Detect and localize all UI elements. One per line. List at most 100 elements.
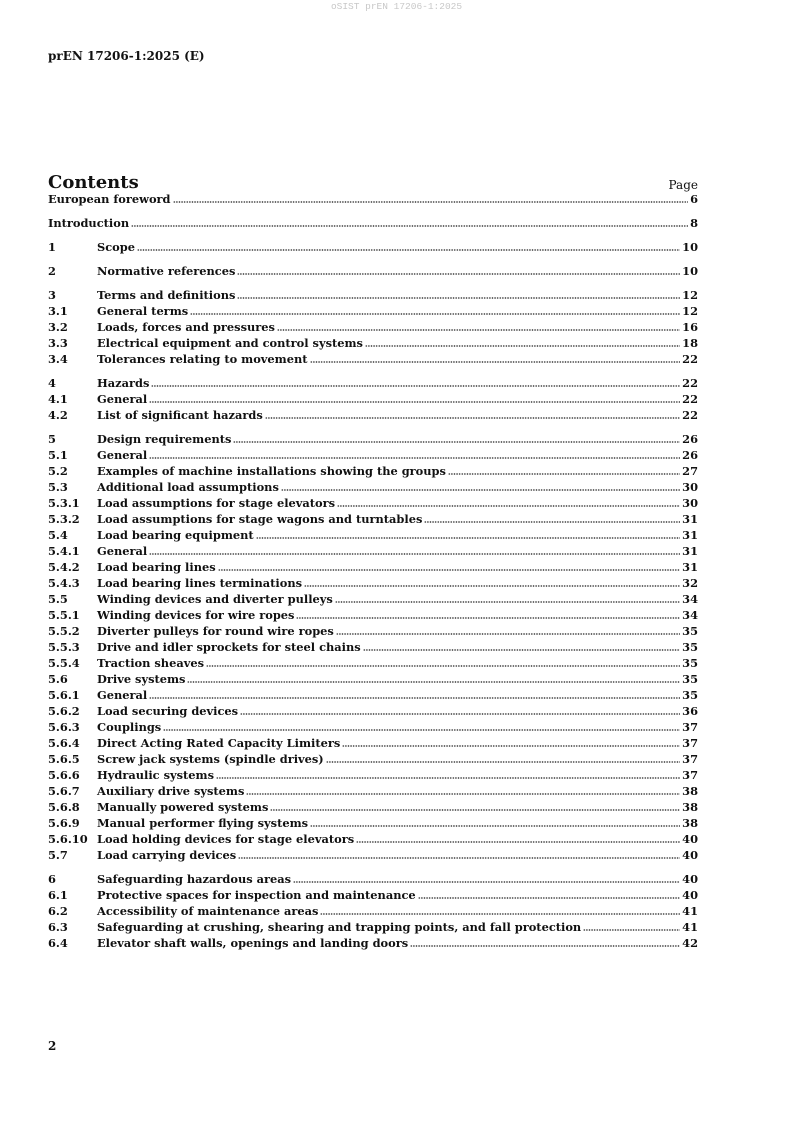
toc-entry-title: Elevator shaft walls, openings and landi… xyxy=(97,936,409,950)
toc-entry-number: 5.2 xyxy=(48,464,68,478)
toc-entry[interactable]: 4.2 List of significant hazards 22 xyxy=(48,407,698,423)
toc-entry-title: Winding devices for wire ropes xyxy=(97,608,295,622)
toc-entry[interactable]: 4.1 General 22 xyxy=(48,391,698,407)
toc-entry[interactable]: 5.6.8 Manually powered systems 38 xyxy=(48,799,698,815)
toc-entry-page: 37 xyxy=(682,768,698,782)
toc-entry[interactable]: 5.4.1 General 31 xyxy=(48,543,698,559)
toc-entry[interactable]: 1 Scope 10 xyxy=(48,239,698,255)
toc-entry-page: 32 xyxy=(682,576,698,590)
toc-entry-page: 6 xyxy=(690,192,698,206)
toc-entry-page: 34 xyxy=(682,608,698,622)
toc-entry[interactable]: 5.5.2 Diverter pulleys for round wire rop… xyxy=(48,623,698,639)
toc-entry[interactable]: 5.3.2 Load assumptions for stage wagons a… xyxy=(48,511,698,527)
toc-entry[interactable]: 5.5 Winding devices and diverter pulleys 3… xyxy=(48,591,698,607)
toc-entry-title: Electrical equipment and control systems xyxy=(97,336,363,350)
toc-entry[interactable]: 5.6.1 General 35 xyxy=(48,687,698,703)
toc-entry[interactable]: 6.2 Accessibility of maintenance areas 41 xyxy=(48,903,698,919)
toc-entry[interactable]: 6 Safeguarding hazardous areas 40 xyxy=(48,871,698,887)
toc-entry-page: 37 xyxy=(682,752,698,766)
toc-entry-title: Load bearing equipment xyxy=(97,528,254,542)
dot-leader xyxy=(217,569,681,571)
toc-entry[interactable]: 5.4.3 Load bearing lines terminations 32 xyxy=(48,575,698,591)
page-column-label: Page xyxy=(668,178,698,192)
dot-leader xyxy=(237,273,681,275)
toc-entry[interactable]: 5.1 General 26 xyxy=(48,447,698,463)
dot-leader xyxy=(149,457,681,459)
toc-entry[interactable]: 5 Design requirements 26 xyxy=(48,431,698,447)
toc-entry-title: General xyxy=(97,544,148,558)
toc-entry[interactable]: Introduction 8 xyxy=(48,215,698,231)
toc-entry[interactable]: 5.6.10 Load holding devices for stage ele… xyxy=(48,831,698,847)
toc-entry-title: Hazards xyxy=(97,376,150,390)
toc-entry-page: 35 xyxy=(682,640,698,654)
toc-entry[interactable]: 3.3 Electrical equipment and control syst… xyxy=(48,335,698,351)
dot-leader xyxy=(309,361,681,363)
toc-entry[interactable]: 5.2 Examples of machine installations sho… xyxy=(48,463,698,479)
toc-entry-title: Design requirements xyxy=(97,432,232,446)
dot-leader xyxy=(335,633,681,635)
toc-entry[interactable]: 5.6.9 Manual performer flying systems 38 xyxy=(48,815,698,831)
toc-entry[interactable]: 3.4 Tolerances relating to movement 22 xyxy=(48,351,698,367)
dot-leader xyxy=(190,313,681,315)
toc-entry[interactable]: 5.3.1 Load assumptions for stage elevator… xyxy=(48,495,698,511)
toc-entry[interactable]: 4 Hazards 22 xyxy=(48,375,698,391)
toc-entry-number: 5.5.4 xyxy=(48,656,80,670)
toc-entry-title: Loads, forces and pressures xyxy=(97,320,275,334)
dot-leader xyxy=(356,841,681,843)
toc-entry-number: 6 xyxy=(48,872,56,886)
toc-entry[interactable]: 6.1 Protective spaces for inspection and … xyxy=(48,887,698,903)
toc-entry-number: 5.6.2 xyxy=(48,704,80,718)
dot-leader xyxy=(149,401,681,403)
toc-entry-number: 2 xyxy=(48,264,56,278)
dot-leader xyxy=(334,601,681,603)
toc-entry-number: 3.2 xyxy=(48,320,68,334)
toc-entry[interactable]: 5.4.2 Load bearing lines 31 xyxy=(48,559,698,575)
dot-leader xyxy=(362,649,681,651)
toc-entry-title: Drive systems xyxy=(97,672,186,686)
toc-entry-page: 37 xyxy=(682,720,698,734)
toc-entry-page: 18 xyxy=(682,336,698,350)
toc-entry[interactable]: 6.3 Safeguarding at crushing, shearing an… xyxy=(48,919,698,935)
table-of-contents: European foreword 6 Introduction 8 1 Scope 10 2… xyxy=(48,191,698,951)
dot-leader xyxy=(296,617,681,619)
dot-leader xyxy=(136,249,681,251)
toc-entry-title: Scope xyxy=(97,240,135,254)
toc-entry-number: 5.6.10 xyxy=(48,832,88,846)
toc-entry-page: 40 xyxy=(682,872,698,886)
toc-entry[interactable]: 5.4 Load bearing equipment 31 xyxy=(48,527,698,543)
dot-leader xyxy=(206,665,681,667)
toc-entry-page: 40 xyxy=(682,832,698,846)
toc-entry[interactable]: 5.7 Load carrying devices 40 xyxy=(48,847,698,863)
toc-entry[interactable]: 3.1 General terms 12 xyxy=(48,303,698,319)
toc-entry[interactable]: 5.6.6 Hydraulic systems 37 xyxy=(48,767,698,783)
toc-entry[interactable]: European foreword 6 xyxy=(48,191,698,207)
toc-entry[interactable]: 3 Terms and definitions 12 xyxy=(48,287,698,303)
toc-entry[interactable]: 5.6.5 Screw jack systems (spindle drives)… xyxy=(48,751,698,767)
dot-leader xyxy=(447,473,681,475)
toc-entry[interactable]: 5.6.2 Load securing devices 36 xyxy=(48,703,698,719)
toc-entry[interactable]: 5.5.3 Drive and idler sprockets for steel… xyxy=(48,639,698,655)
toc-entry[interactable]: 5.5.1 Winding devices for wire ropes 34 xyxy=(48,607,698,623)
toc-entry[interactable]: 5.6.3 Couplings 37 xyxy=(48,719,698,735)
toc-entry-page: 22 xyxy=(682,408,698,422)
toc-entry-page: 30 xyxy=(682,480,698,494)
dot-leader xyxy=(149,697,681,699)
toc-entry[interactable]: 5.6.4 Direct Acting Rated Capacity Limite… xyxy=(48,735,698,751)
toc-entry-number: 5.5.2 xyxy=(48,624,80,638)
dot-leader xyxy=(264,417,681,419)
toc-entry[interactable]: 2 Normative references 10 xyxy=(48,263,698,279)
toc-entry[interactable]: 5.6 Drive systems 35 xyxy=(48,671,698,687)
toc-entry[interactable]: 5.5.4 Traction sheaves 35 xyxy=(48,655,698,671)
toc-entry-number: 3.1 xyxy=(48,304,68,318)
toc-entry-page: 22 xyxy=(682,392,698,406)
dot-leader xyxy=(255,537,681,539)
dot-leader xyxy=(233,441,681,443)
toc-entry-number: 5.4 xyxy=(48,528,68,542)
toc-entry-title: Load holding devices for stage elevators xyxy=(97,832,355,846)
toc-entry[interactable]: 5.3 Additional load assumptions 30 xyxy=(48,479,698,495)
toc-entry[interactable]: 3.2 Loads, forces and pressures 16 xyxy=(48,319,698,335)
toc-entry[interactable]: 6.4 Elevator shaft walls, openings and la… xyxy=(48,935,698,951)
toc-entry-title: Manual performer flying systems xyxy=(97,816,309,830)
toc-entry-title: Load bearing lines xyxy=(97,560,216,574)
toc-entry[interactable]: 5.6.7 Auxiliary drive systems 38 xyxy=(48,783,698,799)
